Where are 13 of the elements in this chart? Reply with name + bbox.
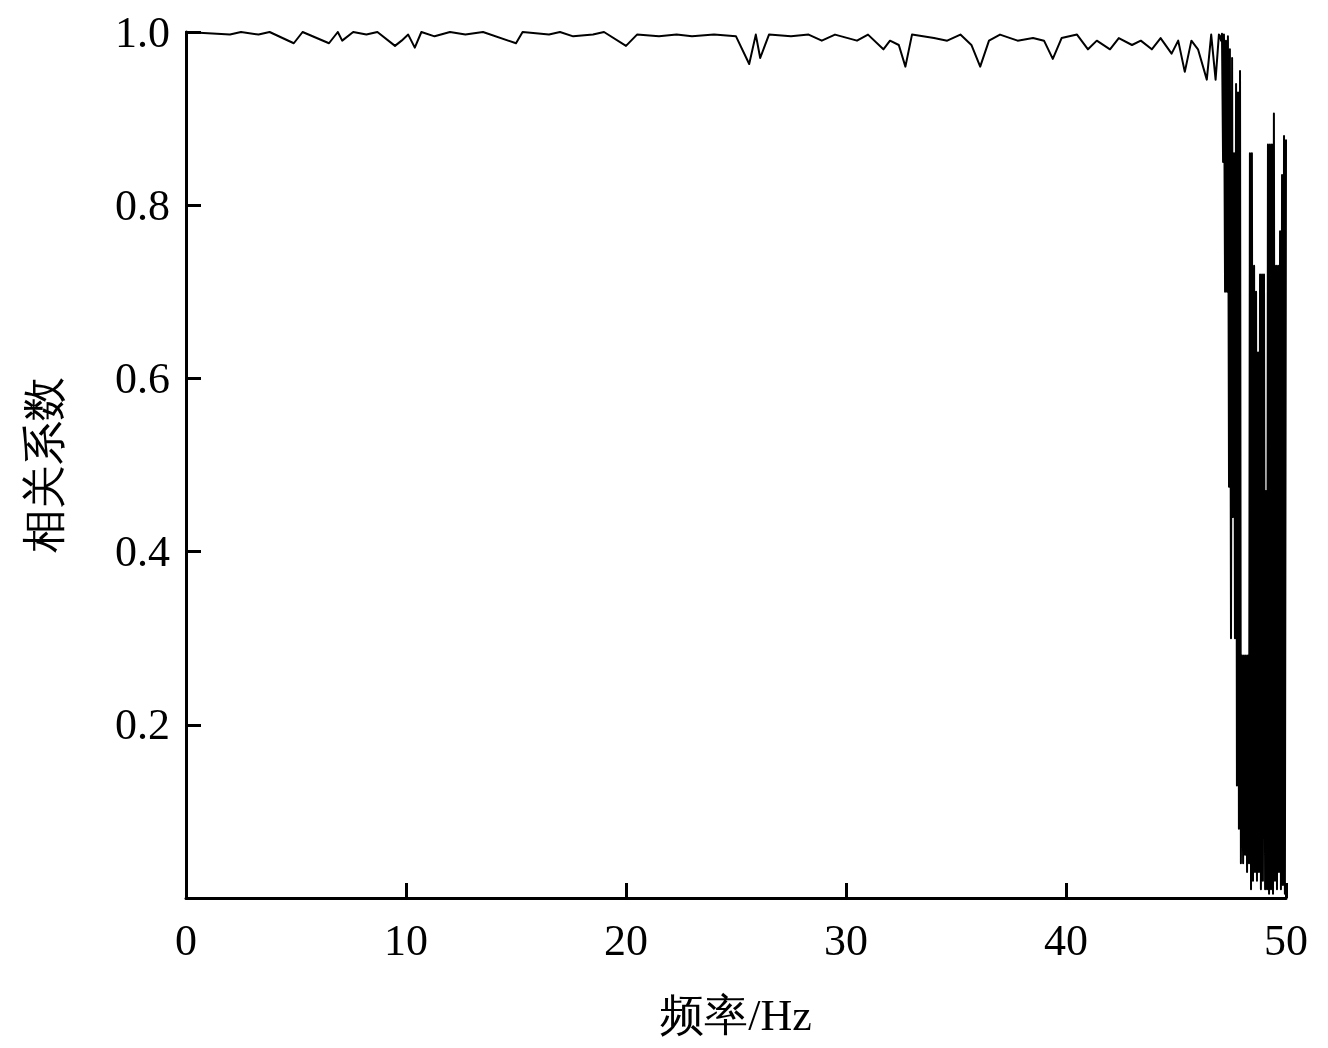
x-tick-label: 30 bbox=[824, 915, 868, 965]
x-tick-label: 10 bbox=[384, 915, 428, 965]
x-tick-label: 20 bbox=[604, 915, 648, 965]
y-tick-label: 0.6 bbox=[115, 353, 170, 403]
x-tick-label: 40 bbox=[1044, 915, 1088, 965]
x-tick-label: 0 bbox=[175, 915, 197, 965]
y-tick-label: 0.4 bbox=[115, 527, 170, 577]
y-axis-title: 相关系数 bbox=[19, 377, 69, 553]
y-tick-label: 1.0 bbox=[115, 7, 170, 57]
x-tick-label: 50 bbox=[1264, 915, 1308, 965]
y-tick-label: 0.2 bbox=[115, 700, 170, 750]
y-tick-label: 0.8 bbox=[115, 180, 170, 230]
x-axis-title: 频率/Hz bbox=[660, 990, 812, 1040]
